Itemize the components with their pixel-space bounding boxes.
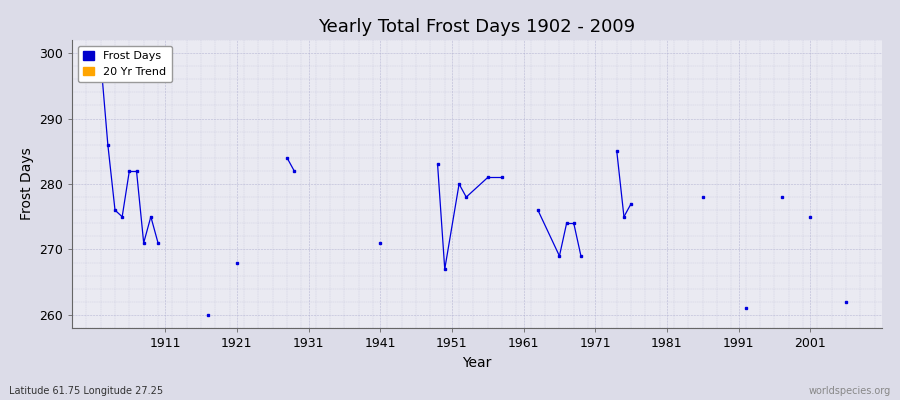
Text: worldspecies.org: worldspecies.org [809, 386, 891, 396]
Text: Latitude 61.75 Longitude 27.25: Latitude 61.75 Longitude 27.25 [9, 386, 163, 396]
X-axis label: Year: Year [463, 356, 491, 370]
Title: Yearly Total Frost Days 1902 - 2009: Yearly Total Frost Days 1902 - 2009 [319, 18, 635, 36]
Legend: Frost Days, 20 Yr Trend: Frost Days, 20 Yr Trend [77, 46, 172, 82]
Y-axis label: Frost Days: Frost Days [20, 148, 33, 220]
